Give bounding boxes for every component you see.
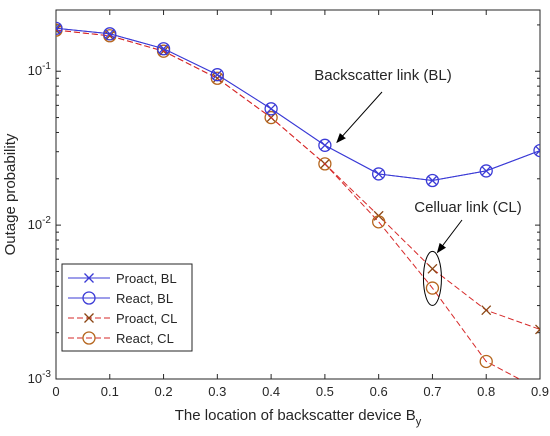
- y-axis-ticks: 10-3 10-2 10-1: [28, 24, 540, 386]
- x-tick-label: 0.3: [208, 384, 226, 399]
- legend-marker-cross: [84, 313, 94, 323]
- plot-area: 0 0.1 0.2 0.3 0.4 0.5 0.6 0.7 0.8 0.9 10-310-210-…: [28, 9, 549, 399]
- data-point-circle: [425, 173, 440, 188]
- data-point-circle: [425, 281, 440, 295]
- x-tick-label: 0.9: [531, 384, 549, 399]
- x-axis-title-main: The location of backscatter device B: [175, 407, 416, 424]
- series-layer: [56, 21, 540, 379]
- x-tick-label: 0.5: [316, 384, 334, 399]
- series-line-react-bl: [56, 27, 540, 182]
- x-tick-label: 0.2: [155, 384, 173, 399]
- data-point-circle: [479, 164, 493, 178]
- legend-label: Proact, BL: [116, 271, 177, 286]
- data-point-circle: [372, 215, 386, 229]
- annotation-layer: Backscatter link (BL) Celluar link (CL): [314, 67, 522, 306]
- x-tick-label: 0: [52, 384, 59, 399]
- x-axis-title: The location of backscatter device By: [175, 407, 422, 428]
- data-point-circle: [56, 21, 63, 35]
- x-tick-label: 0.8: [477, 384, 495, 399]
- data-point-cross: [535, 145, 540, 156]
- data-point-circle: [156, 42, 171, 56]
- x-tick-label: 0.1: [101, 384, 119, 399]
- y-tick-label: 10-3: [28, 369, 52, 386]
- annotation-arrow-bl: [336, 91, 383, 144]
- y-tick-label: 10-1: [28, 61, 52, 78]
- x-tick-label: 0.4: [262, 384, 280, 399]
- annotation-ellipse-cl: [422, 250, 442, 306]
- annotation-arrow-cl: [436, 219, 463, 254]
- legend: Proact, BL React, BL Proact, CL React, CL: [61, 263, 193, 352]
- data-point-cross: [535, 324, 540, 335]
- x-axis-title-subscript: y: [416, 416, 422, 428]
- data-point-circle: [210, 68, 224, 82]
- axes-box: [55, 9, 541, 380]
- data-point-circle: [479, 354, 493, 369]
- annotation-label-bl: Backscatter link (BL): [314, 67, 452, 84]
- data-point-circle: [264, 102, 278, 116]
- legend-label: React, CL: [116, 331, 174, 346]
- legend-label: React, BL: [116, 291, 173, 306]
- series-line-react-cl: [56, 29, 521, 379]
- data-point-circle: [318, 157, 332, 171]
- annotation-label-cl: Celluar link (CL): [414, 199, 522, 216]
- data-point-cross: [481, 305, 492, 316]
- legend-marker-circle: [82, 291, 96, 305]
- x-tick-label: 0.7: [423, 384, 441, 399]
- data-point-cross: [56, 23, 61, 34]
- legend-marker-circle: [82, 331, 96, 345]
- data-point-circle: [372, 167, 386, 181]
- data-point-cross: [427, 263, 438, 274]
- series-clip-group: [56, 21, 540, 379]
- data-point-circle: [533, 143, 540, 158]
- y-tick-label: 10-2: [28, 215, 52, 232]
- x-axis-ticks: 0 0.1 0.2 0.3 0.4 0.5 0.6 0.7 0.8 0.9: [52, 10, 549, 399]
- data-point-cross: [212, 73, 223, 84]
- y-axis-title: Outage probability: [2, 133, 19, 255]
- data-point-circle: [264, 110, 278, 125]
- legend-items: Proact, BL React, BL Proact, CL React, CL: [68, 271, 177, 346]
- data-point-circle: [103, 27, 117, 41]
- legend-marker-cross: [84, 273, 94, 283]
- x-tick-label: 0.6: [370, 384, 388, 399]
- data-point-circle: [318, 138, 332, 152]
- legend-label: Proact, CL: [116, 311, 177, 326]
